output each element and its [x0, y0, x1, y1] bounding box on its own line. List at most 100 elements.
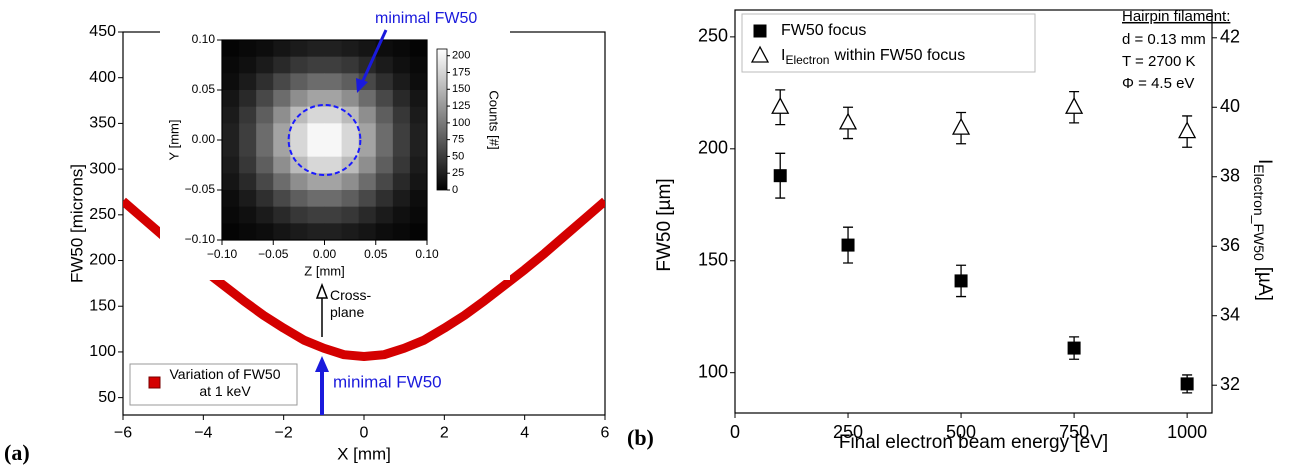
heat-cell [307, 123, 325, 140]
page: {"chart_data": [ {"type": "line", "panel… [0, 0, 1291, 468]
y2-tick-label: 36 [1220, 235, 1240, 255]
heat-cell [222, 40, 240, 57]
legend-label: Variation of FW50 at 1 keV [166, 366, 284, 400]
heat-cell [256, 140, 274, 157]
legend-entry: Variation of FW50 at 1 keV [166, 366, 284, 404]
y2-axis-label: IElectron_FW50[µA] [1251, 159, 1275, 301]
note-title: Hairpin filament: [1122, 8, 1230, 25]
x-tick-label: 6 [601, 425, 610, 442]
heat-cell [325, 73, 343, 90]
y-tick-label: 300 [89, 160, 116, 177]
x-tick-label: −4 [194, 425, 212, 442]
marker-square [1068, 342, 1081, 355]
x-tick-label: 0 [730, 422, 740, 442]
x-tick-label: −2 [275, 425, 293, 442]
heat-cell [239, 90, 257, 107]
heat-cell [393, 57, 411, 74]
heat-cell [239, 57, 257, 74]
colorbar-tick-label: 50 [452, 150, 464, 162]
heat-cell [273, 157, 291, 174]
heat-cell [376, 73, 394, 90]
heat-cell [393, 173, 411, 190]
heat-cell [307, 57, 325, 74]
heat-cell [290, 123, 308, 140]
heat-cell [376, 57, 394, 74]
y-tick-label: −0.05 [185, 182, 216, 196]
panel-label: (a) [4, 440, 30, 465]
y-tick-label: 250 [698, 26, 728, 46]
y2-tick-label: 38 [1220, 166, 1240, 186]
heat-cell [376, 223, 394, 240]
x-tick-label: 0.10 [415, 247, 439, 261]
heat-cell [410, 107, 428, 124]
heat-cell [393, 157, 411, 174]
heat-cell [376, 140, 394, 157]
heat-cell [325, 207, 343, 224]
heat-cell [222, 223, 240, 240]
heat-cell [359, 157, 377, 174]
heat-cell [290, 207, 308, 224]
note-line: d = 0.13 mm [1122, 31, 1206, 48]
heat-cell [325, 157, 343, 174]
heat-cell [342, 40, 360, 57]
heat-cell [325, 40, 343, 57]
heat-cell [239, 140, 257, 157]
y-tick-label: 0.05 [192, 82, 216, 96]
heat-cell [410, 157, 428, 174]
heat-cell [222, 207, 240, 224]
arrow-head [315, 356, 329, 372]
heat-cell [222, 123, 240, 140]
heat-cell [410, 173, 428, 190]
panel-label: (b) [627, 425, 654, 450]
heat-cell [256, 123, 274, 140]
heat-cell [325, 123, 343, 140]
heat-cell [410, 140, 428, 157]
x-tick-label: 0 [360, 425, 369, 442]
heat-cell [410, 73, 428, 90]
plot-layer: −6−4−2024650100150200250300350400450X [m… [4, 8, 1275, 465]
heat-cell [410, 207, 428, 224]
colorbar-tick-label: 200 [452, 50, 470, 62]
heat-cell [342, 140, 360, 157]
heat-cell [290, 190, 308, 207]
heat-cell [222, 73, 240, 90]
heat-cell [342, 207, 360, 224]
heat-cell [393, 140, 411, 157]
heat-cell [256, 90, 274, 107]
heat-cell [256, 223, 274, 240]
y2-tick-label: 32 [1220, 374, 1240, 394]
heat-cell [307, 190, 325, 207]
marker-square [774, 169, 787, 182]
heat-cell [273, 223, 291, 240]
x-tick-label: 0.00 [313, 247, 337, 261]
y2-label-sub: Electron_FW50 [1251, 164, 1267, 261]
heat-cell [376, 90, 394, 107]
y-tick-label: 200 [698, 138, 728, 158]
x-tick-label: 1000 [1167, 422, 1207, 442]
y-tick-label: 150 [698, 250, 728, 270]
heat-cell [359, 173, 377, 190]
y-tick-label: 0.10 [192, 32, 216, 46]
heat-cell [239, 157, 257, 174]
heat-cell [256, 57, 274, 74]
y-tick-label: 450 [89, 23, 116, 40]
heat-cell [359, 107, 377, 124]
heat-cell [239, 107, 257, 124]
heat-cell [239, 123, 257, 140]
heat-cell [290, 40, 308, 57]
heat-cell [325, 57, 343, 74]
heat-cell [273, 190, 291, 207]
heat-cell [307, 157, 325, 174]
legend-label: FW50 focus [781, 22, 866, 39]
marker-square [842, 239, 855, 252]
figure: −6−4−2024650100150200250300350400450X [m… [0, 0, 1291, 468]
colorbar-tick-label: 0 [452, 184, 458, 196]
legend-swatch [149, 377, 160, 388]
heat-cell [342, 173, 360, 190]
heat-cell [290, 223, 308, 240]
heat-cell [307, 223, 325, 240]
heat-cell [393, 207, 411, 224]
y-axis-label: FW50 [microns] [67, 164, 86, 283]
heat-cell [256, 207, 274, 224]
heat-cell [410, 40, 428, 57]
